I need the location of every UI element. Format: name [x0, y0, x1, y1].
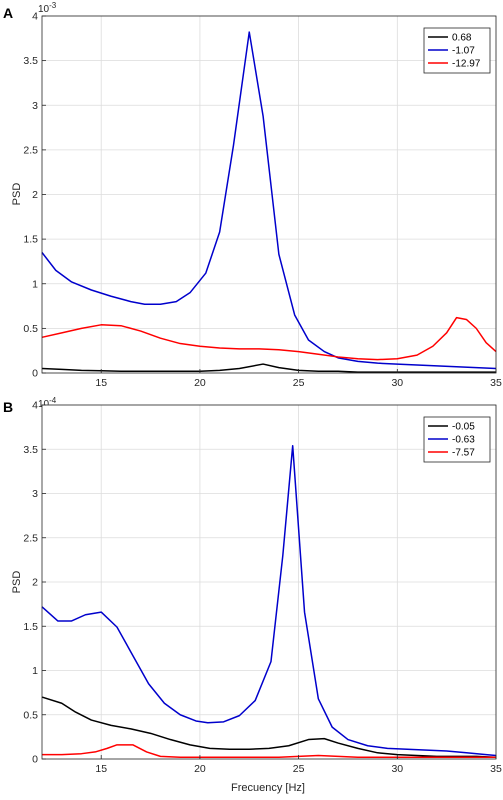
panel-b-x-tick-label: 35	[490, 763, 502, 775]
panel-a-y-tick-label: 0	[32, 368, 38, 380]
panel-b-y-tick-label: 3	[32, 488, 38, 500]
panel-a-x-tick-label: 20	[194, 377, 206, 389]
panel-a-legend-label-1: -1.07	[452, 46, 475, 57]
panel-b-y-tick-label: 2	[32, 577, 38, 589]
panel-a-y-tick-label: 3.5	[23, 55, 38, 67]
panel-b-legend-label-0: -0.05	[452, 422, 475, 433]
svg-text:10-3: 10-3	[38, 1, 57, 15]
panel-b-legend: -0.05 -0.63 -7.57	[423, 416, 491, 463]
panel-b-exponent: 10-4	[38, 396, 57, 410]
svg-text:10-4: 10-4	[38, 396, 57, 410]
panel-a-x-tick-label: 35	[490, 377, 502, 389]
panel-b-x-tick-label: 20	[194, 763, 206, 775]
panel-b-exponent-base: 10	[38, 399, 50, 410]
panel-a-y-tick-label: 3	[32, 100, 38, 112]
panel-b-y-tick-label: 4	[32, 400, 38, 412]
panel-a-y-tick-label: 1	[32, 278, 38, 290]
panel-b-y-tick-label: 2.5	[23, 532, 38, 544]
panel-b-y-axis-label: PSD	[11, 571, 23, 594]
panel-a-series-line-1	[41, 31, 497, 370]
panel-b: B 10-4 PSD Frecuency [Hz] 15 20 25 30 35 0 0.5…	[3, 396, 502, 794]
panel-a-x-tick-label: 15	[95, 377, 107, 389]
panel-b-y-tick-label: 3.5	[23, 444, 38, 456]
panel-a-legend: 0.68 -1.07 -12.97	[423, 27, 491, 74]
panel-b-y-tick-label: 1	[32, 665, 38, 677]
panel-b-series-line-2	[42, 744, 496, 758]
panel-b-series-line-1	[41, 444, 497, 757]
panel-b-x-tick-label: 25	[293, 763, 305, 775]
panel-a-legend-label-0: 0.68	[452, 33, 472, 44]
panel-a-series-line-0	[41, 363, 496, 373]
panel-b-y-tick-label: 1.5	[23, 621, 38, 633]
panel-a: A 10-3 PSD 15 20 25 30 35 0 0.5 1 1.5 2 2.5 3 3.5 4 0.…	[3, 1, 502, 389]
panel-a-x-tick-label: 25	[293, 377, 305, 389]
panel-a-letter: A	[3, 5, 13, 21]
panel-a-y-tick-label: 2	[32, 189, 38, 201]
panel-b-x-tick-label: 15	[95, 763, 107, 775]
panel-b-letter: B	[3, 399, 13, 415]
panel-a-exponent-power: -3	[49, 1, 57, 10]
panel-a-y-tick-label: 0.5	[23, 323, 38, 335]
panel-a-exponent: 10-3	[38, 1, 57, 15]
panel-a-exponent-base: 10	[38, 4, 50, 15]
panel-b-exponent-power: -4	[49, 396, 57, 405]
panel-a-y-axis-label: PSD	[11, 183, 23, 206]
panel-b-series-line-0	[41, 696, 497, 758]
panel-a-series-line-2	[41, 316, 497, 361]
panel-b-y-tick-label: 0	[32, 754, 38, 766]
panel-a-legend-label-2: -12.97	[452, 59, 481, 70]
panel-b-legend-label-2: -7.57	[452, 448, 475, 459]
panel-a-y-tick-label: 4	[32, 11, 38, 23]
panel-a-x-tick-label: 30	[391, 377, 403, 389]
panel-a-y-tick-label: 1.5	[23, 234, 38, 246]
panel-b-y-tick-label: 0.5	[23, 709, 38, 721]
panel-b-x-tick-label: 30	[391, 763, 403, 775]
panel-b-legend-label-1: -0.63	[452, 435, 475, 446]
panel-b-x-axis-label: Frecuency [Hz]	[231, 782, 305, 794]
panel-a-y-tick-label: 2.5	[23, 144, 38, 156]
